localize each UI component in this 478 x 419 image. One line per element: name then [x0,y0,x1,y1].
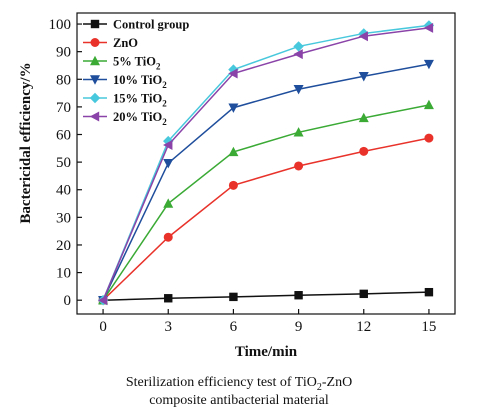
x-tick-label: 12 [356,319,371,335]
legend-label: 20% TiO2 [113,110,167,127]
series-20-tio [97,22,434,306]
series-10-tio [98,59,434,306]
y-tick-label: 50 [56,155,71,171]
legend-marker [90,75,100,85]
data-point [293,85,304,95]
legend-marker [90,38,100,47]
y-tick-label: 100 [49,17,72,33]
series-line [103,291,429,301]
data-point [294,291,303,300]
data-point [164,294,173,303]
data-point [163,139,173,150]
y-tick-label: 80 [56,72,71,88]
legend-label-text: 10% TiO [113,73,162,87]
y-tick-label: 20 [56,238,71,254]
data-point [163,232,173,242]
data-point [424,133,434,143]
legend-label-text: 5% TiO [113,55,156,69]
legend-label-subscript: 2 [156,62,161,72]
y-tick-label: 60 [56,128,71,144]
legend-marker [89,111,100,122]
data-point [358,112,369,123]
x-tick-label: 9 [295,319,303,335]
series-layer [97,20,435,306]
data-point [228,103,239,113]
data-point [293,127,304,137]
series-line [102,24,430,301]
legend-label: 5% TiO2 [113,55,161,72]
data-point [359,289,368,299]
legend-label: Control group [113,18,189,32]
caption-text: Sterilization efficiency test of TiO [125,375,317,390]
series-control-group [98,287,434,305]
series-line [102,63,430,301]
data-point [293,49,303,60]
data-point [163,198,174,208]
data-point [358,72,369,82]
series-5-tio [98,99,434,305]
legend-label-subscript: 2 [162,117,167,127]
series-zno [98,133,434,305]
x-tick-label: 0 [99,319,107,335]
data-point [423,59,434,70]
y-tick-label: 40 [56,183,71,199]
legend-label-subscript: 2 [162,99,167,109]
x-tick-label: 3 [164,319,172,335]
legend-label-text: 15% TiO [113,92,162,106]
data-point [293,41,304,52]
y-tick-label: 30 [56,210,71,226]
caption-line-2: composite antibacterial material [149,393,329,408]
legend-label-text: Control group [113,18,189,32]
series-line [102,137,430,301]
y-tick-label: 10 [56,266,71,282]
data-point [424,287,434,297]
caption-text-suffix: -ZnO [321,375,353,390]
legend-label-text: 20% TiO [113,110,162,124]
x-axis-title: Time/min [235,344,298,360]
y-tick-label: 70 [56,100,71,116]
plot-frame [76,12,456,315]
x-tick-label: 6 [230,319,238,335]
legend-label-text: ZnO [113,36,138,50]
legend-marker [90,55,100,66]
data-point [228,180,238,190]
caption-line-1: Sterilization efficiency test of TiO2-Zn… [0,374,478,396]
data-point [228,146,239,157]
data-point [228,68,238,79]
data-point [294,161,304,171]
legend-marker [90,19,100,29]
axes: 0 3 6 9 12 15 0 10 20 30 40 50 60 70 80 90 100 [49,12,456,335]
data-point [359,146,369,156]
legend-label: 15% TiO2 [113,92,167,109]
data-point [423,99,434,110]
data-point [423,22,434,33]
data-point [163,159,174,169]
series-line [102,27,430,301]
x-tick-label: 15 [421,319,436,335]
data-point [97,295,108,306]
data-point [358,31,368,42]
legend-marker [89,92,101,104]
legend-label: ZnO [113,36,138,50]
legend-label-subscript: 2 [162,80,167,90]
series-line [102,104,430,301]
y-tick-label: 0 [64,293,72,309]
data-point [229,292,238,302]
y-axis-title: Bactericidal efficiency/% [18,62,34,223]
legend-label: 10% TiO2 [113,73,167,90]
y-tick-label: 90 [56,45,71,61]
caption-subscript: 2 [316,381,322,393]
